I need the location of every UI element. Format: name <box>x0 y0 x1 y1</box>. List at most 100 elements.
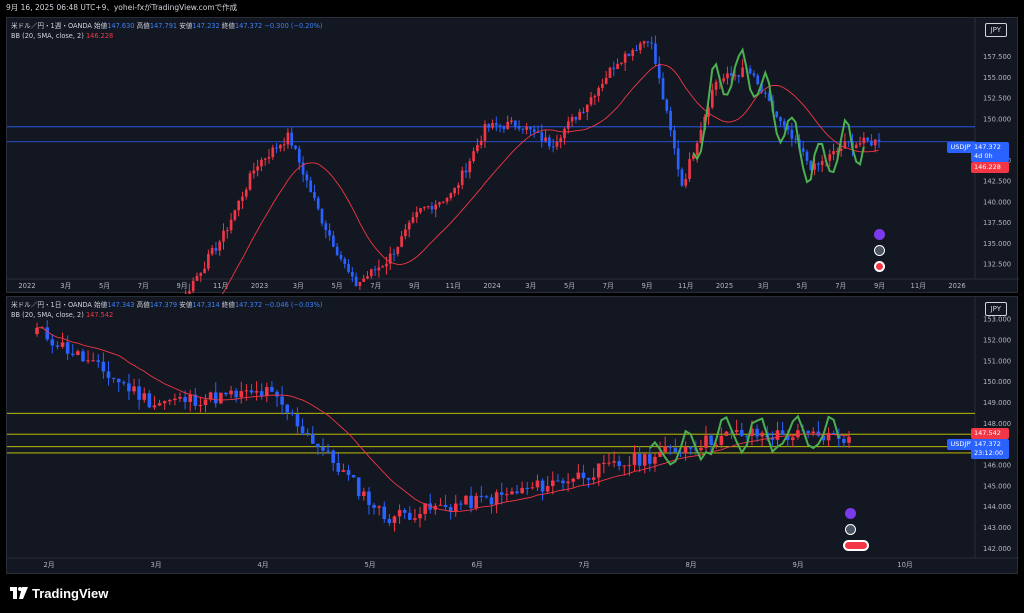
candle-body <box>596 463 601 478</box>
candle-body <box>877 139 881 142</box>
candle-body <box>254 391 259 393</box>
candle-body <box>673 130 676 149</box>
lightning-icon[interactable] <box>845 508 856 519</box>
candle-body <box>282 144 286 146</box>
price-axis-tick: 144.000 <box>983 503 1011 511</box>
change-value: −0.300 (−0.20%) <box>264 22 323 30</box>
price-axis-tick: 143.000 <box>983 524 1011 532</box>
candle-body <box>521 128 525 130</box>
symbol-price-tag: USDJPY <box>947 439 977 450</box>
candle-body <box>335 246 339 255</box>
candle-body <box>724 431 729 436</box>
bb-indicator-label[interactable]: BB (20, SMA, close, 2) <box>11 32 84 40</box>
candle-body <box>404 229 407 237</box>
candle-body <box>65 342 70 354</box>
time-axis-tick: 2月 <box>43 561 54 569</box>
currency-button[interactable]: JPY <box>984 23 1007 37</box>
candle-body <box>188 291 191 294</box>
candle-body <box>556 480 560 482</box>
candle-body <box>305 174 309 181</box>
flag-us-icon[interactable] <box>874 245 885 256</box>
candle-body <box>413 518 417 520</box>
candle-body <box>780 430 785 435</box>
candle-body <box>663 446 667 452</box>
candle-body <box>638 43 642 51</box>
time-axis-tick: 2025 <box>716 282 733 290</box>
weekly-chart-canvas[interactable]: 157.500155.000152.500150.000145.000142.5… <box>7 18 1019 294</box>
candle-body <box>343 258 347 264</box>
candle-body <box>60 342 65 347</box>
candle-body <box>408 512 412 520</box>
flag-us-icon[interactable] <box>845 524 856 535</box>
candle-body <box>525 487 530 489</box>
candle-body <box>81 351 85 362</box>
candle-body <box>426 206 430 208</box>
candle-body <box>650 42 653 44</box>
candle-body <box>668 446 673 448</box>
daily-chart-canvas[interactable]: 153.000 152.000 151.000 150.000 149.000 148.0… <box>7 297 1019 575</box>
open-label: 始値 <box>94 301 108 309</box>
candle-body <box>752 73 756 76</box>
time-axis-tick: 5月 <box>364 561 375 569</box>
close-label: 終値 <box>221 22 235 30</box>
candle-body <box>576 472 581 479</box>
candle-body <box>574 116 578 120</box>
candle-body <box>760 84 763 93</box>
candle-body <box>453 503 458 512</box>
lightning-icon[interactable] <box>874 229 885 240</box>
price-axis-tick: 135.000 <box>983 240 1011 248</box>
daily-chart-panel[interactable]: 153.000 152.000 151.000 150.000 149.000 148.0… <box>6 296 1019 575</box>
candle-body <box>377 267 381 271</box>
candle-body <box>593 96 597 98</box>
candle-body <box>494 123 498 126</box>
candle-body <box>198 405 203 407</box>
candle-body <box>233 210 237 220</box>
candle-body <box>669 110 672 131</box>
candle-body <box>665 99 669 111</box>
candle-body <box>234 390 238 398</box>
bb-indicator-label[interactable]: BB (20, SMA, close, 2) <box>11 311 84 319</box>
candle-body <box>479 140 483 145</box>
candle-body <box>332 235 335 247</box>
candle-body <box>137 386 141 400</box>
candle-body <box>286 132 290 145</box>
candle-body <box>637 453 642 466</box>
time-axis-tick: 8月 <box>685 561 696 569</box>
time-axis-tick: 3月 <box>60 282 71 290</box>
candle-body <box>816 431 821 436</box>
symbol-label[interactable]: 米ドル／円・1週・OANDA <box>11 22 92 30</box>
candle-body <box>199 273 203 276</box>
candle-body <box>362 491 366 496</box>
symbol-label[interactable]: 米ドル／円・1日・OANDA <box>11 301 92 309</box>
events-group-icon[interactable] <box>843 540 869 551</box>
candle-body <box>699 447 703 451</box>
candle-body <box>654 43 657 64</box>
candle-body <box>502 126 506 130</box>
price-axis-tick: 148.000 <box>983 420 1011 428</box>
candle-body <box>328 230 331 236</box>
candle-body <box>448 507 453 512</box>
time-axis-tick: 5月 <box>564 282 575 290</box>
candle-body <box>381 266 384 268</box>
candle-body <box>847 436 851 443</box>
candle-body <box>661 78 665 100</box>
event-icon[interactable] <box>874 261 885 272</box>
candle-body <box>294 145 297 149</box>
candle-body <box>828 154 832 161</box>
time-axis-tick: 9月 <box>176 282 187 290</box>
time-axis-tick: 11月 <box>446 282 461 290</box>
tradingview-logo[interactable]: TradingView <box>10 586 108 601</box>
candle-body <box>631 50 635 57</box>
candle-body <box>653 456 657 464</box>
candle-body <box>224 392 228 395</box>
time-axis-tick: 9月 <box>641 282 652 290</box>
time-axis-tick: 7月 <box>835 282 846 290</box>
price-axis-tick: 157.500 <box>983 53 1011 61</box>
candle-body <box>612 67 616 69</box>
weekly-chart-panel[interactable]: 157.500155.000152.500150.000145.000142.5… <box>6 17 1019 294</box>
currency-button[interactable]: JPY <box>984 302 1007 316</box>
price-axis-tick: 137.500 <box>983 219 1011 227</box>
candle-body <box>820 161 824 165</box>
candle-body <box>441 201 445 203</box>
candle-body <box>382 506 387 520</box>
